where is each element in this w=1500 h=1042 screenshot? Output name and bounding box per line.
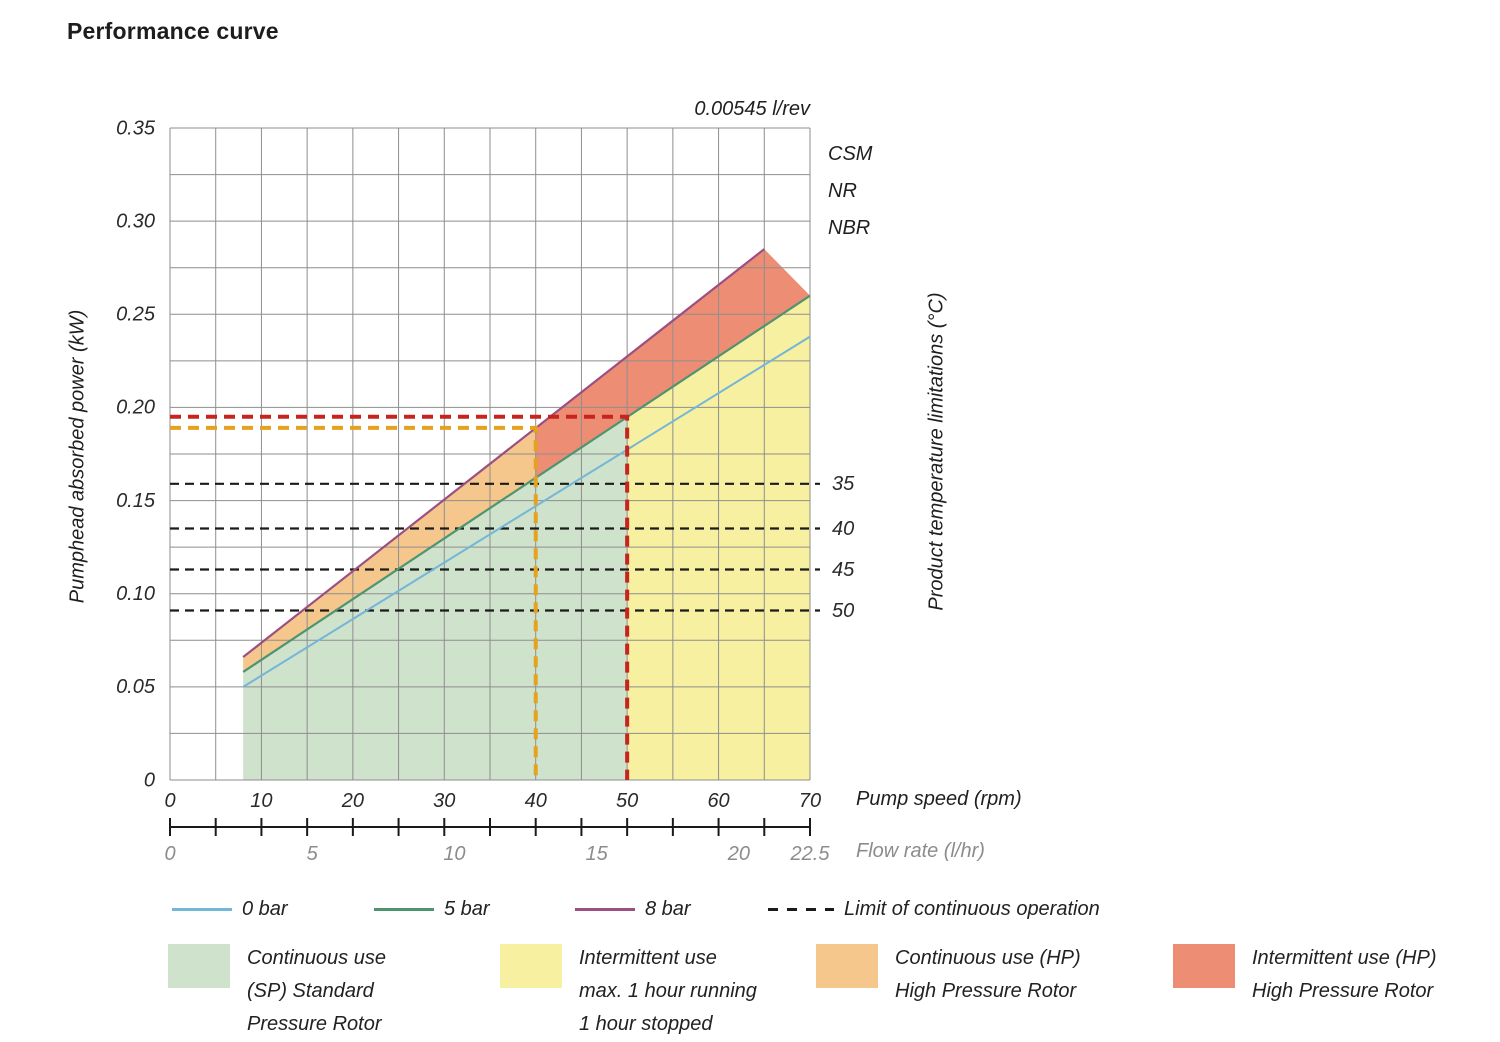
5bar-line-swatch [374, 907, 434, 911]
legend-label: 0 bar [242, 897, 288, 920]
temp-label-35: 35 [832, 473, 855, 495]
x-tick-label-40: 40 [525, 790, 547, 812]
flow-tick-label-15: 15 [586, 843, 609, 865]
material-nr: NR [828, 180, 857, 202]
series-line-5-bar [242, 294, 811, 673]
region-continuous-use-sp-standard-pressure-rotor [243, 416, 628, 780]
limit-line-hp-rotor-limit-of-continuous-operation [170, 425, 538, 780]
flow-axis-title: Flow rate (l/hr) [856, 840, 985, 862]
y-tick-label-0.05: 0.05 [116, 676, 156, 698]
legend-label: Intermittent use (HP) High Pressure Roto… [1252, 947, 1437, 1002]
legend-label: 5 bar [444, 897, 490, 920]
page-title: Performance curve [67, 18, 279, 44]
y-tick-label-0.15: 0.15 [116, 490, 156, 512]
series-line-0-bar [242, 335, 811, 688]
y-tick-label-0.25: 0.25 [116, 304, 156, 326]
0bar-line-swatch [172, 907, 232, 911]
legend-area-intermittent: Intermittent use max. 1 hour running 1 h… [500, 944, 757, 1041]
legend-label: Continuous use (SP) Standard Pressure Ro… [247, 947, 386, 1035]
temp-label-45: 45 [832, 559, 855, 581]
right-axis-title: Product temperature limitations (°C) [925, 292, 948, 611]
series-line-8-bar [242, 248, 765, 658]
legend-area-intermittent-hp: Intermittent use (HP) High Pressure Roto… [1173, 944, 1437, 1008]
legend-label: 8 bar [645, 897, 691, 920]
limit-dash-swatch [768, 907, 834, 911]
material-csm: CSM [828, 143, 873, 165]
displacement-annotation: 0.00545 l/rev [694, 98, 810, 120]
x-tick-label-60: 60 [707, 790, 729, 812]
intermittent-hp-swatch [1173, 944, 1235, 988]
legend-label: Continuous use (HP) High Pressure Rotor [895, 947, 1081, 1002]
flow-tick-label-20: 20 [727, 843, 750, 865]
8bar-line-swatch [575, 907, 635, 911]
y-tick-label-0.20: 0.20 [116, 397, 155, 419]
x-tick-label-30: 30 [433, 790, 455, 812]
material-list: CSM NR NBR [828, 136, 872, 247]
y-tick-label-0.10: 0.10 [116, 583, 155, 605]
region-continuous-use-hp-high-pressure-rotor [243, 427, 536, 672]
x-tick-label-20: 20 [341, 790, 364, 812]
legend-line-8bar: 8 bar [575, 897, 691, 921]
temp-label-50: 50 [832, 600, 854, 622]
flow-tick-label-5: 5 [307, 843, 319, 865]
legend-line-5bar: 5 bar [374, 897, 490, 921]
x-tick-label-70: 70 [799, 790, 821, 812]
legend-area-continuous-hp: Continuous use (HP) High Pressure Rotor [816, 944, 1081, 1008]
legend-label: Limit of continuous operation [844, 897, 1100, 920]
material-nbr: NBR [828, 217, 871, 239]
x-tick-label-0: 0 [164, 790, 175, 812]
limit-line-sp-rotor-limit-of-continuous-operation [170, 414, 630, 780]
continuous-sp-swatch [168, 944, 230, 988]
continuous-hp-swatch [816, 944, 878, 988]
flow-tick-label-10: 10 [443, 843, 465, 865]
legend-line-limit: Limit of continuous operation [768, 897, 1100, 921]
legend-label: Intermittent use max. 1 hour running 1 h… [579, 947, 757, 1035]
x-tick-label-10: 10 [250, 790, 272, 812]
y-tick-label-0.35: 0.35 [116, 117, 156, 139]
temp-label-40: 40 [832, 518, 854, 540]
flow-tick-label-22.5: 22.5 [790, 843, 831, 865]
x-axis-title: Pump speed (rpm) [856, 788, 1022, 810]
flow-tick-label-0: 0 [164, 843, 175, 865]
legend-area-continuous-sp: Continuous use (SP) Standard Pressure Ro… [168, 944, 386, 1041]
y-tick-label-0: 0 [144, 769, 155, 791]
y-tick-label-0.30: 0.30 [116, 210, 155, 232]
intermittent-swatch [500, 944, 562, 988]
y-axis-title: Pumphead absorbed power (kW) [66, 309, 89, 604]
x-tick-label-50: 50 [616, 790, 638, 812]
legend-line-0bar: 0 bar [172, 897, 288, 921]
